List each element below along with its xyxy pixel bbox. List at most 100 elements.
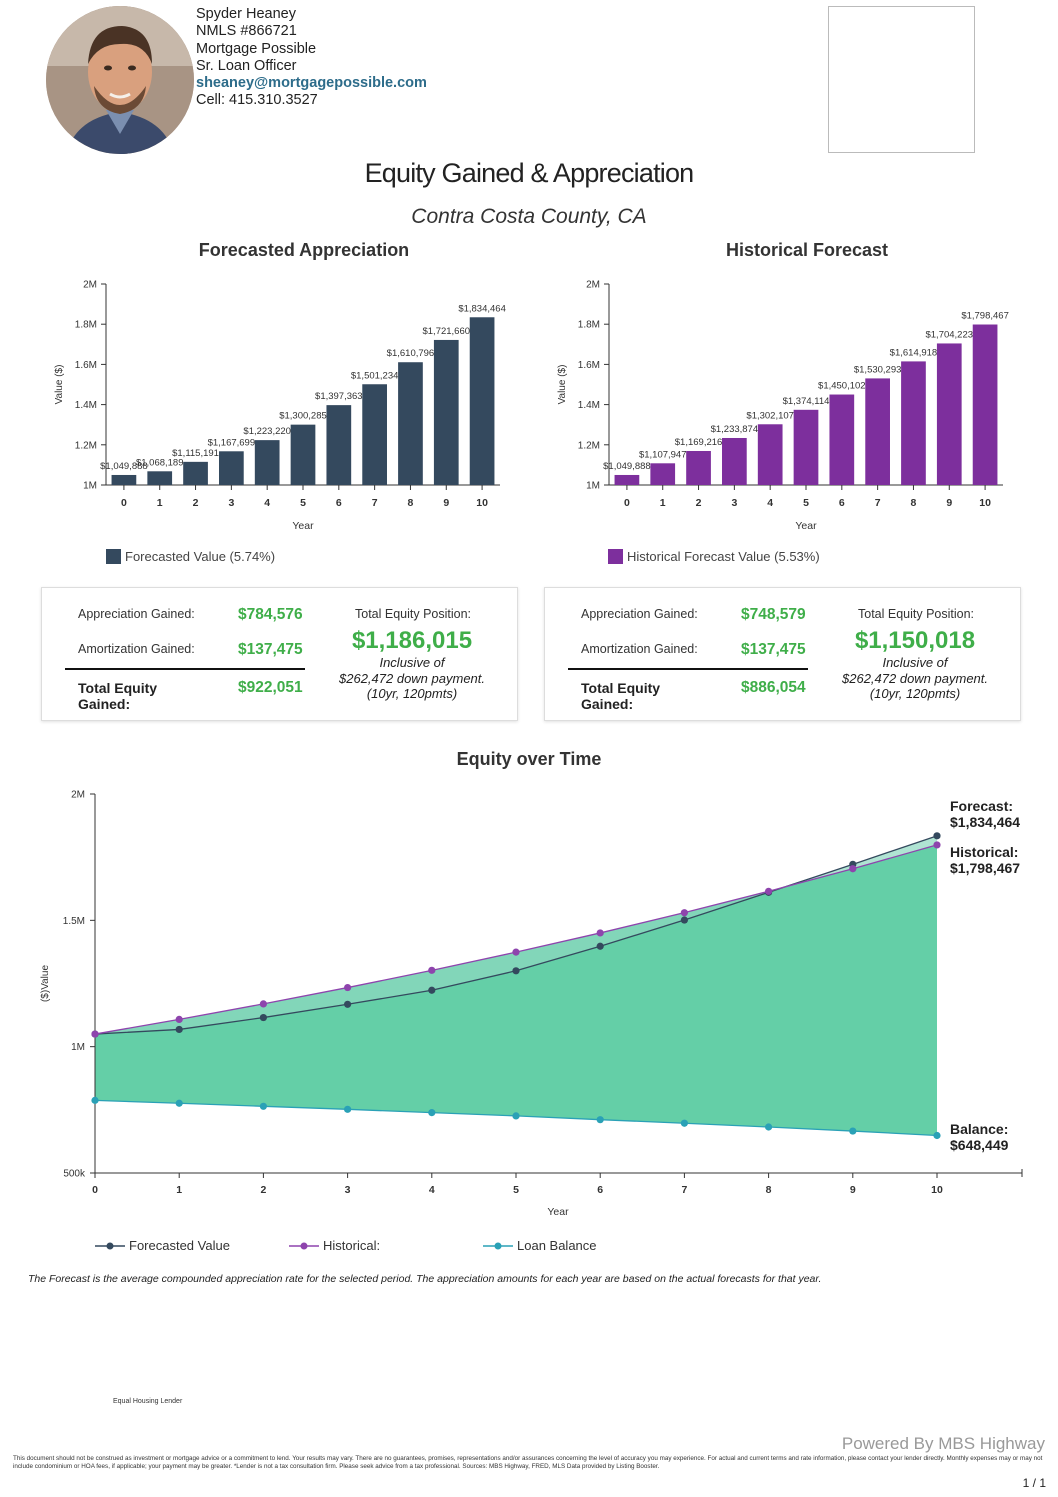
- series-point: [765, 887, 773, 895]
- total-equity-position-label: Total Equity Position:: [858, 607, 975, 621]
- down-payment-note: Inclusive of $262,472 down payment. (10y…: [328, 655, 496, 702]
- bar-value-label: $1,704,223: [925, 329, 973, 340]
- bar: [219, 451, 244, 485]
- x-tick-label: 10: [476, 497, 488, 509]
- x-tick-label: 9: [850, 1184, 856, 1196]
- x-axis-label: Year: [795, 520, 817, 532]
- series-point: [849, 1127, 857, 1135]
- legend-forecasted-value[interactable]: Forecasted Value: [95, 1238, 230, 1253]
- agent-email-link[interactable]: sheaney@mortgagepossible.com: [196, 75, 427, 92]
- bar: [829, 394, 855, 485]
- historical-callout-label: Historical:: [950, 844, 1019, 860]
- bar-value-label: $1,721,660: [422, 326, 470, 337]
- bar: [433, 339, 459, 485]
- y-tick-label: 1M: [71, 1042, 85, 1053]
- bar-value-label: $1,068,189: [136, 457, 184, 468]
- appreciation-gained-value: $748,579: [741, 606, 806, 623]
- bar: [254, 440, 280, 485]
- bar: [936, 343, 962, 485]
- x-axis-label: Year: [547, 1206, 569, 1218]
- y-tick-label: 2M: [71, 790, 85, 801]
- bar: [147, 471, 173, 485]
- series-point: [512, 1112, 520, 1120]
- bar: [469, 317, 495, 485]
- amortization-gained-label: Amortization Gained:: [78, 642, 195, 656]
- series-point: [175, 1099, 183, 1107]
- equity-chart-title: Equity over Time: [456, 749, 602, 769]
- forecasted-summary-box: Appreciation Gained: $784,576 Amortizati…: [41, 587, 518, 721]
- agent-name: Spyder Heaney: [196, 6, 296, 22]
- balance-callout-label: Balance:: [950, 1121, 1009, 1137]
- x-tick-label: 6: [839, 497, 845, 509]
- legal-disclaimer: This document should not be construed as…: [13, 1455, 1043, 1470]
- x-tick-label: 1: [157, 497, 163, 509]
- y-axis-label: Value ($): [54, 365, 65, 405]
- forecast-footnote: The Forecast is the average compounded a…: [28, 1273, 822, 1285]
- y-tick-label: 1M: [586, 481, 600, 492]
- bar: [865, 378, 890, 485]
- total-divider: [568, 668, 808, 670]
- forecast-line-marker-icon: [95, 1242, 125, 1249]
- x-tick-label: 2: [193, 497, 199, 509]
- bar-value-label: $1,107,947: [639, 449, 687, 460]
- series-point: [259, 1013, 267, 1022]
- series-point: [596, 942, 604, 950]
- x-tick-label: 8: [766, 1184, 772, 1196]
- y-tick-label: 500k: [63, 1169, 86, 1180]
- x-tick-label: 6: [597, 1184, 603, 1196]
- historical-bar-chart: 1M 1.2M 1.4M 1.6M 1.8M 2M Value ($) 0 $1,049,888…: [557, 280, 1009, 533]
- series-point: [259, 1000, 267, 1008]
- series-point: [596, 929, 604, 937]
- bar-value-label: $1,614,918: [890, 347, 938, 358]
- y-tick-label: 1.8M: [75, 320, 97, 331]
- x-tick-label: 7: [875, 497, 881, 509]
- forecasted-bar-chart: 1M 1.2M 1.4M 1.6M 1.8M 2M Value ($) 0 $1,049,888…: [54, 280, 506, 533]
- y-tick-label: 1.4M: [578, 400, 600, 411]
- series-point: [344, 1000, 352, 1008]
- legend-loan-balance[interactable]: Loan Balance: [483, 1238, 597, 1253]
- x-axis-label: Year: [292, 520, 314, 532]
- y-tick-label: 1.6M: [75, 360, 97, 371]
- bar: [901, 361, 926, 485]
- bar: [398, 362, 423, 485]
- agent-nmls: NMLS #866721: [196, 23, 297, 40]
- forecasted-chart-title: Forecasted Appreciation: [198, 240, 410, 260]
- page-number: 1 / 1: [1022, 1476, 1046, 1490]
- equity-fill-area: [95, 844, 937, 1136]
- legend-forecast-label: Forecasted Value: [129, 1238, 230, 1253]
- total-equity-position-value: $1,150,018: [854, 627, 976, 654]
- series-point: [680, 1119, 689, 1127]
- series-point: [344, 1105, 352, 1113]
- x-tick-label: 0: [624, 497, 630, 509]
- page-title: Equity Gained & Appreciation: [364, 158, 695, 188]
- x-tick-label: 9: [946, 497, 952, 509]
- note-line-1: Inclusive of: [882, 655, 948, 670]
- bar: [650, 463, 676, 485]
- bar-value-label: $1,167,699: [208, 437, 256, 448]
- forecast-callout-value: $1,834,464: [950, 813, 1021, 830]
- historical-chart-title: Historical Forecast: [725, 240, 889, 260]
- legend-historical[interactable]: Historical:: [289, 1238, 380, 1253]
- y-tick-label: 1.6M: [578, 360, 600, 371]
- series-point: [933, 832, 941, 840]
- series-point: [428, 986, 436, 994]
- note-line-3: (10yr, 120pmts): [869, 686, 961, 701]
- bar-value-label: $1,450,102: [818, 381, 866, 392]
- x-tick-label: 5: [803, 497, 809, 509]
- bar-value-label: $1,374,114: [783, 396, 830, 407]
- y-tick-label: 1.4M: [75, 400, 97, 411]
- y-tick-label: 1.2M: [578, 440, 600, 451]
- historical-callout-value: $1,798,467: [950, 859, 1021, 876]
- y-axis-label: ($)Value: [40, 965, 51, 1002]
- forecast-callout: Forecast: $1,834,464: [950, 798, 1021, 830]
- bar-value-label: $1,798,467: [961, 311, 1009, 322]
- y-tick-label: 1.5M: [63, 916, 85, 927]
- x-tick-label: 6: [336, 497, 342, 509]
- series-point: [428, 1109, 436, 1117]
- x-tick-label: 7: [681, 1184, 687, 1196]
- bar-value-label: $1,610,796: [387, 348, 435, 359]
- bar: [362, 384, 387, 485]
- total-divider: [65, 668, 305, 670]
- note-line-1: Inclusive of: [379, 655, 445, 670]
- appreciation-gained-label: Appreciation Gained:: [78, 607, 195, 621]
